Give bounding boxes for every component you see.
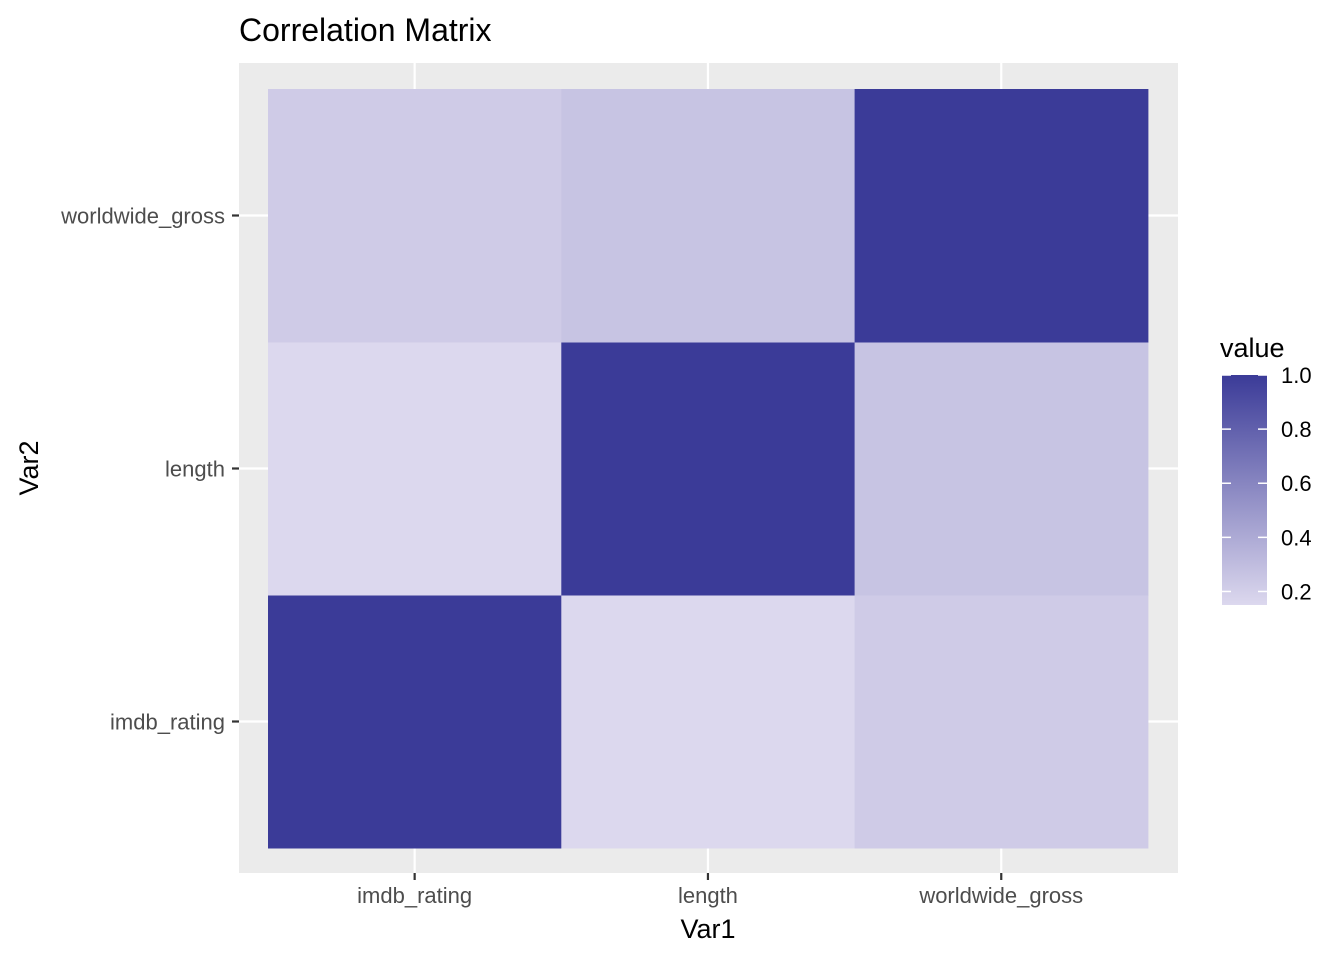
x-tick-label: imdb_rating (357, 883, 472, 908)
heatmap-cell-worldwide_gross-length (854, 342, 1149, 596)
legend-tick-label: 0.8 (1281, 417, 1312, 442)
heatmap-cell-imdb_rating-length (268, 342, 562, 596)
legend-colorbar (1222, 375, 1267, 605)
legend-tick-label: 0.2 (1281, 579, 1312, 604)
heatmap-cell-worldwide_gross-worldwide_gross (854, 89, 1149, 343)
legend-tick-label: 1.0 (1281, 363, 1312, 388)
y-axis-title: Var2 (14, 440, 44, 495)
x-axis: imdb_rating length worldwide_gross (357, 873, 1083, 908)
y-tick-label: imdb_rating (110, 710, 225, 735)
x-axis-title: Var1 (680, 914, 735, 944)
x-tick-label: length (678, 883, 738, 908)
heatmap-cells (268, 89, 1149, 849)
legend-title: value (1220, 333, 1285, 363)
heatmap-cell-length-worldwide_gross (561, 89, 856, 343)
heatmap-cell-length-imdb_rating (561, 595, 856, 849)
legend-ticks: 0.2 0.4 0.6 0.8 1.0 (1222, 363, 1312, 604)
legend-tick-label: 0.4 (1281, 525, 1312, 550)
heatmap-cell-worldwide_gross-imdb_rating (854, 595, 1149, 849)
y-axis: imdb_rating length worldwide_gross (60, 204, 239, 735)
color-legend: value 0.2 0.4 0.6 0.8 1.0 (1220, 333, 1312, 605)
legend-tick-label: 0.6 (1281, 471, 1312, 496)
heatmap-cell-imdb_rating-worldwide_gross (268, 89, 562, 343)
chart-title: Correlation Matrix (239, 12, 492, 48)
heatmap-cell-length-length (561, 342, 856, 596)
heatmap-cell-imdb_rating-imdb_rating (268, 595, 562, 849)
y-tick-label: length (165, 457, 225, 482)
y-tick-label: worldwide_gross (60, 204, 225, 229)
x-tick-label: worldwide_gross (918, 883, 1083, 908)
